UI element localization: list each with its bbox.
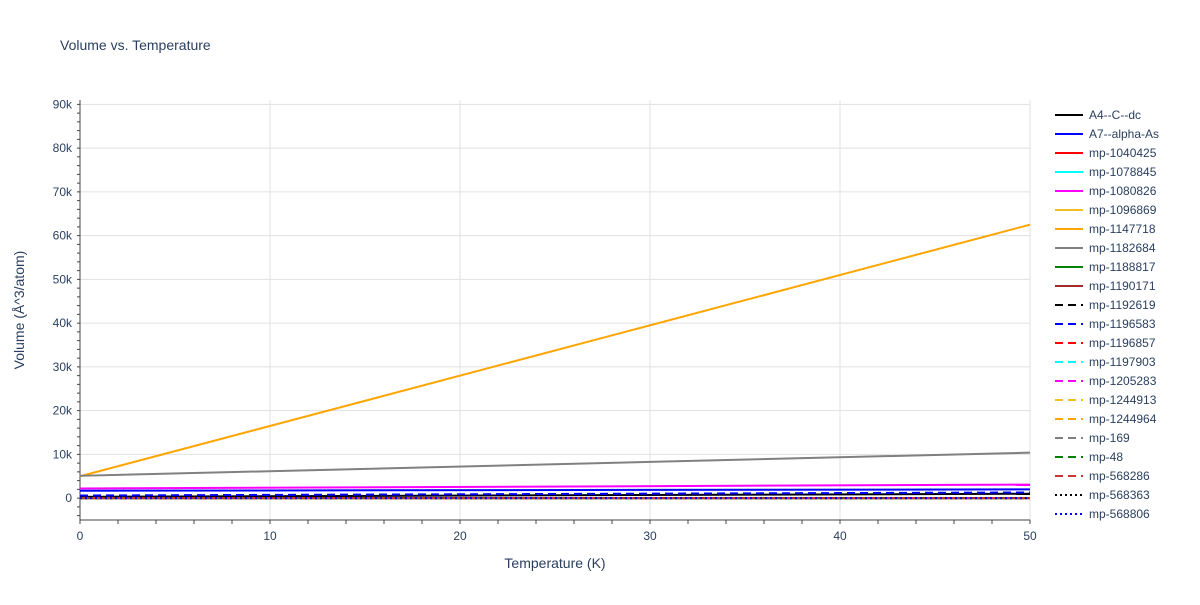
- legend-label: mp-1096869: [1089, 203, 1157, 217]
- legend-label: mp-48: [1089, 450, 1123, 464]
- legend-item[interactable]: mp-1244964: [1055, 412, 1157, 426]
- series-line-mp-1147718: [79, 223, 1031, 478]
- legend-item[interactable]: mp-568286: [1055, 469, 1150, 483]
- legend-label: mp-1192619: [1089, 298, 1156, 312]
- x-tick-label: 30: [643, 529, 657, 543]
- legend-item[interactable]: A4--C--dc: [1055, 108, 1141, 122]
- series-line-A4--C--dc: [79, 492, 1031, 498]
- y-tick-label: 10k: [53, 447, 73, 461]
- legend-label: mp-1078845: [1089, 165, 1157, 179]
- y-tick-label: 70k: [53, 185, 73, 199]
- legend-label: mp-1244964: [1089, 412, 1157, 426]
- legend-item[interactable]: mp-1197903: [1055, 355, 1156, 369]
- y-tick-label: 80k: [53, 141, 73, 155]
- legend-item[interactable]: mp-1147718: [1055, 222, 1156, 236]
- legend-item[interactable]: mp-1182684: [1055, 241, 1156, 255]
- legend-item[interactable]: mp-1196583: [1055, 317, 1156, 331]
- x-tick-label: 40: [833, 529, 847, 543]
- legend-item[interactable]: mp-1190171: [1055, 279, 1156, 293]
- legend-item[interactable]: mp-1040425: [1055, 146, 1157, 160]
- legend-label: mp-1205283: [1089, 374, 1157, 388]
- x-tick-label: 0: [77, 529, 84, 543]
- legend-label: mp-568363: [1089, 488, 1150, 502]
- legend-item[interactable]: mp-1196857: [1055, 336, 1156, 350]
- x-axis-title: Temperature (K): [504, 555, 605, 571]
- legend-item[interactable]: mp-1078845: [1055, 165, 1157, 179]
- legend-item[interactable]: mp-1080826: [1055, 184, 1157, 198]
- series-line-mp-1080826: [79, 483, 1031, 490]
- y-tick-label: 60k: [53, 229, 73, 243]
- legend-item[interactable]: mp-568806: [1055, 507, 1150, 521]
- series-line-mp-1196583: [79, 491, 1031, 497]
- legend-label: A4--C--dc: [1089, 108, 1141, 122]
- legend-label: mp-1190171: [1089, 279, 1156, 293]
- legend-label: mp-1197903: [1089, 355, 1156, 369]
- legend-item[interactable]: A7--alpha-As: [1055, 127, 1159, 141]
- legend-label: mp-1188817: [1089, 260, 1156, 274]
- legend-item[interactable]: mp-48: [1055, 450, 1123, 464]
- y-tick-label: 0: [65, 491, 72, 505]
- y-tick-label: 30k: [53, 360, 73, 374]
- legend-label: mp-169: [1089, 431, 1130, 445]
- legend-label: mp-1147718: [1089, 222, 1156, 236]
- y-tick-label: 50k: [53, 272, 73, 286]
- legend-label: mp-1244913: [1089, 393, 1157, 407]
- y-tick-label: 20k: [53, 404, 73, 418]
- legend-item[interactable]: mp-1096869: [1055, 203, 1157, 217]
- legend-label: A7--alpha-As: [1089, 127, 1159, 141]
- series-line-A7--alpha-As: [79, 488, 1031, 492]
- x-tick-label: 20: [453, 529, 467, 543]
- legend-label: mp-1196583: [1089, 317, 1156, 331]
- legend-item[interactable]: mp-1188817: [1055, 260, 1156, 274]
- series-line-mp-1182684: [79, 451, 1031, 477]
- legend: A4--C--dc A7--alpha-As mp-1040425 mp-107884…: [1055, 108, 1159, 521]
- legend-label: mp-1040425: [1089, 146, 1157, 160]
- legend-label: mp-568806: [1089, 507, 1150, 521]
- legend-label: mp-1182684: [1089, 241, 1156, 255]
- x-tick-label: 10: [263, 529, 277, 543]
- chart-title: Volume vs. Temperature: [60, 37, 211, 53]
- legend-item[interactable]: mp-1244913: [1055, 393, 1157, 407]
- legend-label: mp-1196857: [1089, 336, 1156, 350]
- y-tick-label: 90k: [53, 97, 73, 111]
- x-tick-label: 50: [1023, 529, 1037, 543]
- legend-item[interactable]: mp-1205283: [1055, 374, 1157, 388]
- legend-label: mp-1080826: [1089, 184, 1157, 198]
- axes: 0 10 20 30 40 50 0 10k 20k 30k 40k 50k 60k 70k 80k 90k: [53, 97, 1037, 543]
- series-lines: [79, 223, 1031, 500]
- legend-item[interactable]: mp-169: [1055, 431, 1130, 445]
- legend-item[interactable]: mp-568363: [1055, 488, 1150, 502]
- y-axis-title: Volume (Å^3/atom): [11, 251, 27, 370]
- legend-item[interactable]: mp-1192619: [1055, 298, 1156, 312]
- y-tick-label: 40k: [53, 316, 73, 330]
- legend-label: mp-568286: [1089, 469, 1150, 483]
